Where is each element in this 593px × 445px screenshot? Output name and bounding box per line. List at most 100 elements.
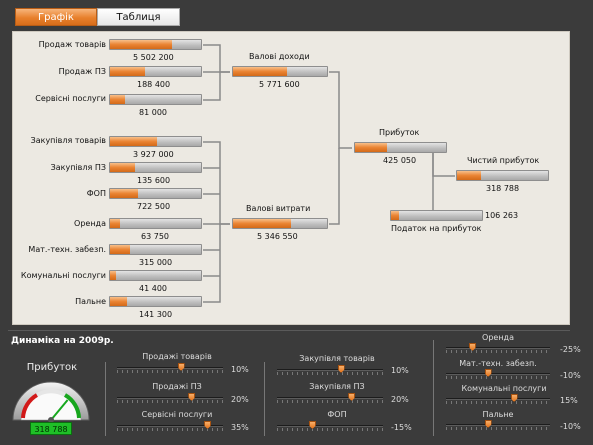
slider-track [446, 398, 550, 400]
slider-thumb[interactable] [510, 394, 518, 402]
slider-thumb[interactable] [484, 369, 492, 377]
gross-income-bar [232, 66, 328, 77]
slider-pct-software-purchase: 20% [391, 395, 409, 404]
slider-label-fuel: Пальне [482, 410, 514, 419]
slider-goods-purchase[interactable] [277, 365, 383, 375]
input-value-fuel: 141 300 [139, 310, 173, 319]
slider-track [277, 425, 383, 427]
slider-thumb[interactable] [204, 421, 212, 429]
gross-income-value: 5 771 600 [259, 80, 300, 89]
bar-fill [110, 189, 139, 198]
slider-label-services: Сервісні послуги [141, 410, 213, 419]
slider-thumb[interactable] [188, 393, 196, 401]
input-bar-software-sales [109, 66, 202, 77]
input-bar-fuel [109, 296, 202, 307]
slider-thumb[interactable] [308, 421, 316, 429]
slider-track [277, 369, 383, 371]
column-divider-1 [105, 362, 106, 436]
column-divider-2 [264, 362, 265, 436]
slider-ticks [446, 401, 550, 404]
slider-software-sales[interactable] [117, 393, 223, 403]
input-bar-materials [109, 244, 202, 255]
bar-fill [391, 211, 400, 220]
slider-payroll[interactable] [277, 421, 383, 431]
tax-label: Податок на прибуток [391, 224, 482, 233]
bar-fill [110, 40, 172, 49]
slider-ticks [117, 400, 223, 403]
input-value-services: 81 000 [139, 108, 167, 117]
bar-fill [233, 219, 292, 228]
input-label-software-purchase: Закупівля ПЗ [50, 163, 106, 172]
input-value-goods-purchase: 3 927 000 [133, 150, 174, 159]
slider-ticks [446, 427, 550, 430]
slider-label-materials: Мат.-техн. забезп. [459, 359, 537, 368]
dynamics-title: Динаміка на 2009р. [11, 336, 114, 346]
slider-track [446, 424, 550, 426]
slider-track [117, 367, 223, 369]
slider-rent[interactable] [446, 343, 550, 353]
input-bar-utilities [109, 270, 202, 281]
input-bar-software-purchase [109, 162, 202, 173]
bar-fill [110, 137, 158, 146]
slider-ticks [117, 428, 223, 431]
input-bar-goods-sales [109, 39, 202, 50]
slider-label-goods-purchase: Закупівля товарів [299, 354, 375, 363]
slider-thumb[interactable] [484, 420, 492, 428]
net-profit-bar [456, 170, 549, 181]
slider-thumb[interactable] [337, 365, 345, 373]
input-label-utilities: Комунальні послуги [20, 271, 106, 280]
input-label-payroll: ФОП [86, 189, 106, 198]
slider-ticks [277, 372, 383, 375]
slider-thumb[interactable] [177, 363, 185, 371]
gross-costs-label: Валові витрати [246, 204, 311, 213]
slider-materials[interactable] [446, 369, 550, 379]
slider-thumb[interactable] [469, 343, 476, 351]
slider-ticks [117, 370, 223, 373]
column-divider-3 [433, 340, 434, 436]
input-label-goods-purchase: Закупівля товарів [30, 136, 106, 145]
input-label-software-sales: Продаж ПЗ [58, 67, 106, 76]
slider-fuel[interactable] [446, 420, 550, 430]
input-bar-payroll [109, 188, 202, 199]
slider-utilities[interactable] [446, 394, 550, 404]
input-bar-goods-purchase [109, 136, 202, 147]
bar-fill [355, 143, 387, 152]
bar-fill [110, 245, 131, 254]
bar-fill [110, 95, 125, 104]
slider-label-software-purchase: Закупівля ПЗ [309, 382, 365, 391]
bar-fill [110, 67, 145, 76]
input-value-software-sales: 188 400 [137, 80, 171, 89]
slider-track [117, 397, 223, 399]
slider-pct-utilities: 15% [560, 396, 578, 405]
slider-thumb[interactable] [348, 393, 356, 401]
slider-pct-software-sales: 20% [231, 395, 249, 404]
slider-label-goods-sales: Продажі товарів [142, 352, 212, 361]
bar-fill [110, 297, 128, 306]
input-value-payroll: 722 500 [137, 202, 171, 211]
input-bar-services [109, 94, 202, 105]
tax-value: 106 263 [485, 211, 519, 220]
tab-table[interactable]: Таблиця [97, 8, 180, 26]
input-bar-rent [109, 218, 202, 229]
slider-services[interactable] [117, 421, 223, 431]
bar-fill [110, 163, 136, 172]
slider-ticks [446, 376, 550, 379]
input-label-materials: Мат.-техн. забезп. [28, 245, 106, 254]
slider-goods-sales[interactable] [117, 363, 223, 373]
bar-fill [233, 67, 287, 76]
slider-ticks [446, 350, 550, 353]
bar-fill [110, 271, 117, 280]
input-value-rent: 63 750 [141, 232, 169, 241]
slider-pct-services: 35% [231, 423, 249, 432]
tab-chart[interactable]: Графік [15, 8, 97, 26]
slider-pct-goods-sales: 10% [231, 365, 249, 374]
input-value-utilities: 41 400 [139, 284, 167, 293]
bar-fill [110, 219, 120, 228]
slider-track [446, 347, 550, 349]
slider-software-purchase[interactable] [277, 393, 383, 403]
gauge-needle [50, 399, 69, 421]
gross-costs-value: 5 346 550 [257, 232, 298, 241]
slider-label-payroll: ФОП [327, 410, 347, 419]
slider-track [277, 397, 383, 399]
slider-ticks [277, 400, 383, 403]
